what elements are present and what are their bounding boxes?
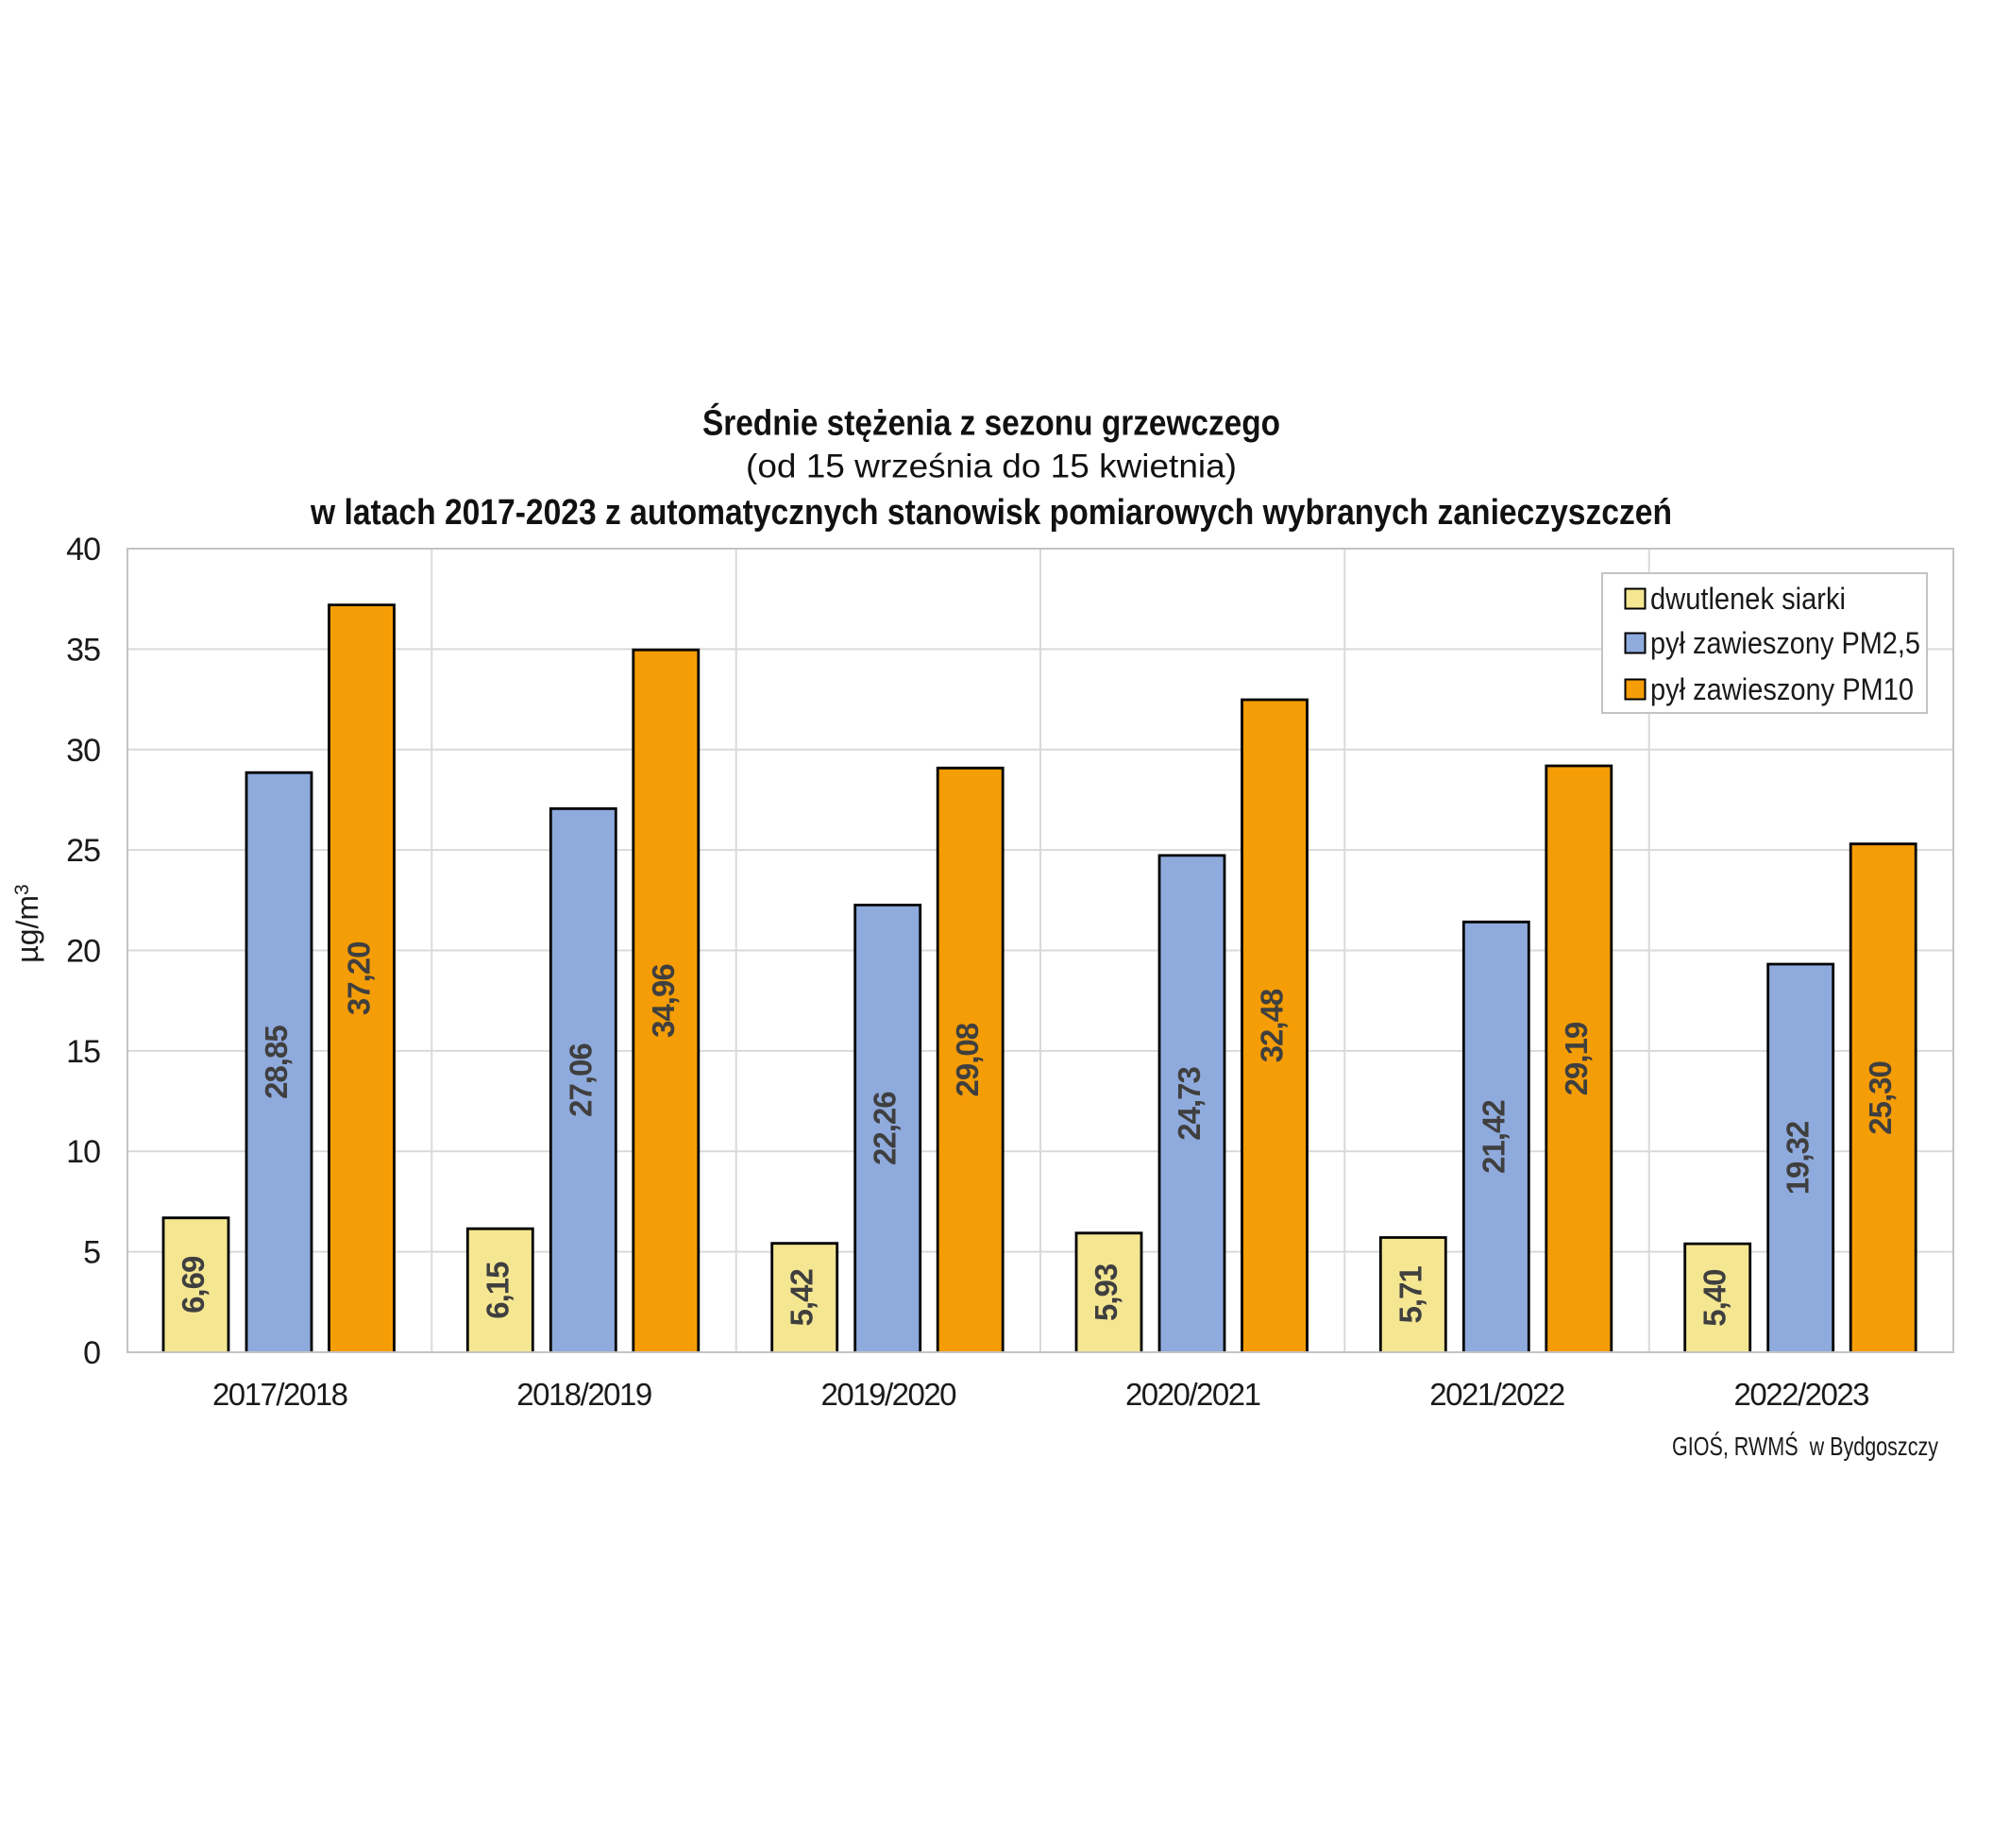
svg-text:21,42: 21,42 (1476, 1100, 1511, 1174)
svg-text:2021/2022: 2021/2022 (1429, 1377, 1564, 1412)
svg-text:5,93: 5,93 (1089, 1263, 1123, 1321)
svg-text:pył zawieszony PM2,5: pył zawieszony PM2,5 (1650, 626, 1920, 660)
svg-text:24,73: 24,73 (1172, 1066, 1207, 1140)
svg-text:30: 30 (66, 733, 100, 769)
svg-text:2019/2020: 2019/2020 (821, 1377, 957, 1412)
svg-text:Średnie stężenia z sezonu grze: Średnie stężenia z sezonu grzewczego (702, 402, 1280, 444)
svg-text:pył zawieszony PM10: pył zawieszony PM10 (1650, 672, 1914, 706)
svg-text:5,71: 5,71 (1393, 1266, 1427, 1324)
svg-text:34,96: 34,96 (646, 964, 681, 1038)
svg-text:(od 15 września do 15 kwietnia: (od 15 września do 15 kwietnia) (746, 449, 1237, 485)
svg-text:2018/2019: 2018/2019 (516, 1377, 651, 1412)
svg-text:35: 35 (66, 632, 100, 668)
svg-text:2022/2023: 2022/2023 (1734, 1377, 1869, 1412)
svg-text:29,19: 29,19 (1559, 1022, 1594, 1095)
svg-text:37,20: 37,20 (342, 942, 377, 1016)
svg-text:22,26: 22,26 (868, 1092, 903, 1165)
svg-text:w latach 2017-2023 z automatyc: w latach 2017-2023 z automatycznych stan… (310, 493, 1672, 533)
svg-text:dwutlenek siarki: dwutlenek siarki (1650, 582, 1846, 616)
svg-text:0: 0 (83, 1335, 100, 1371)
svg-text:25,30: 25,30 (1863, 1061, 1898, 1135)
svg-text:2017/2018: 2017/2018 (212, 1377, 347, 1412)
svg-text:28,85: 28,85 (259, 1026, 294, 1099)
svg-text:10: 10 (66, 1134, 100, 1170)
svg-text:6,15: 6,15 (480, 1262, 515, 1319)
svg-text:6,69: 6,69 (176, 1256, 211, 1314)
svg-text:20: 20 (66, 934, 100, 970)
svg-text:2020/2021: 2020/2021 (1125, 1377, 1260, 1412)
svg-text:19,32: 19,32 (1781, 1121, 1816, 1195)
svg-text:5,40: 5,40 (1697, 1269, 1732, 1326)
svg-text:27,06: 27,06 (563, 1043, 598, 1117)
svg-text:29,08: 29,08 (950, 1023, 985, 1096)
svg-text:25: 25 (66, 833, 100, 869)
svg-text:5,42: 5,42 (785, 1269, 819, 1327)
svg-text:32,48: 32,48 (1255, 989, 1290, 1062)
svg-text:µg/m3: µg/m3 (10, 884, 44, 962)
svg-text:5: 5 (83, 1235, 100, 1271)
svg-text:GIOŚ, RWMŚ w Bydgoszczy: GIOŚ, RWMŚ w Bydgoszczy (1672, 1431, 1938, 1461)
svg-text:40: 40 (66, 532, 100, 568)
svg-text:15: 15 (66, 1034, 100, 1070)
